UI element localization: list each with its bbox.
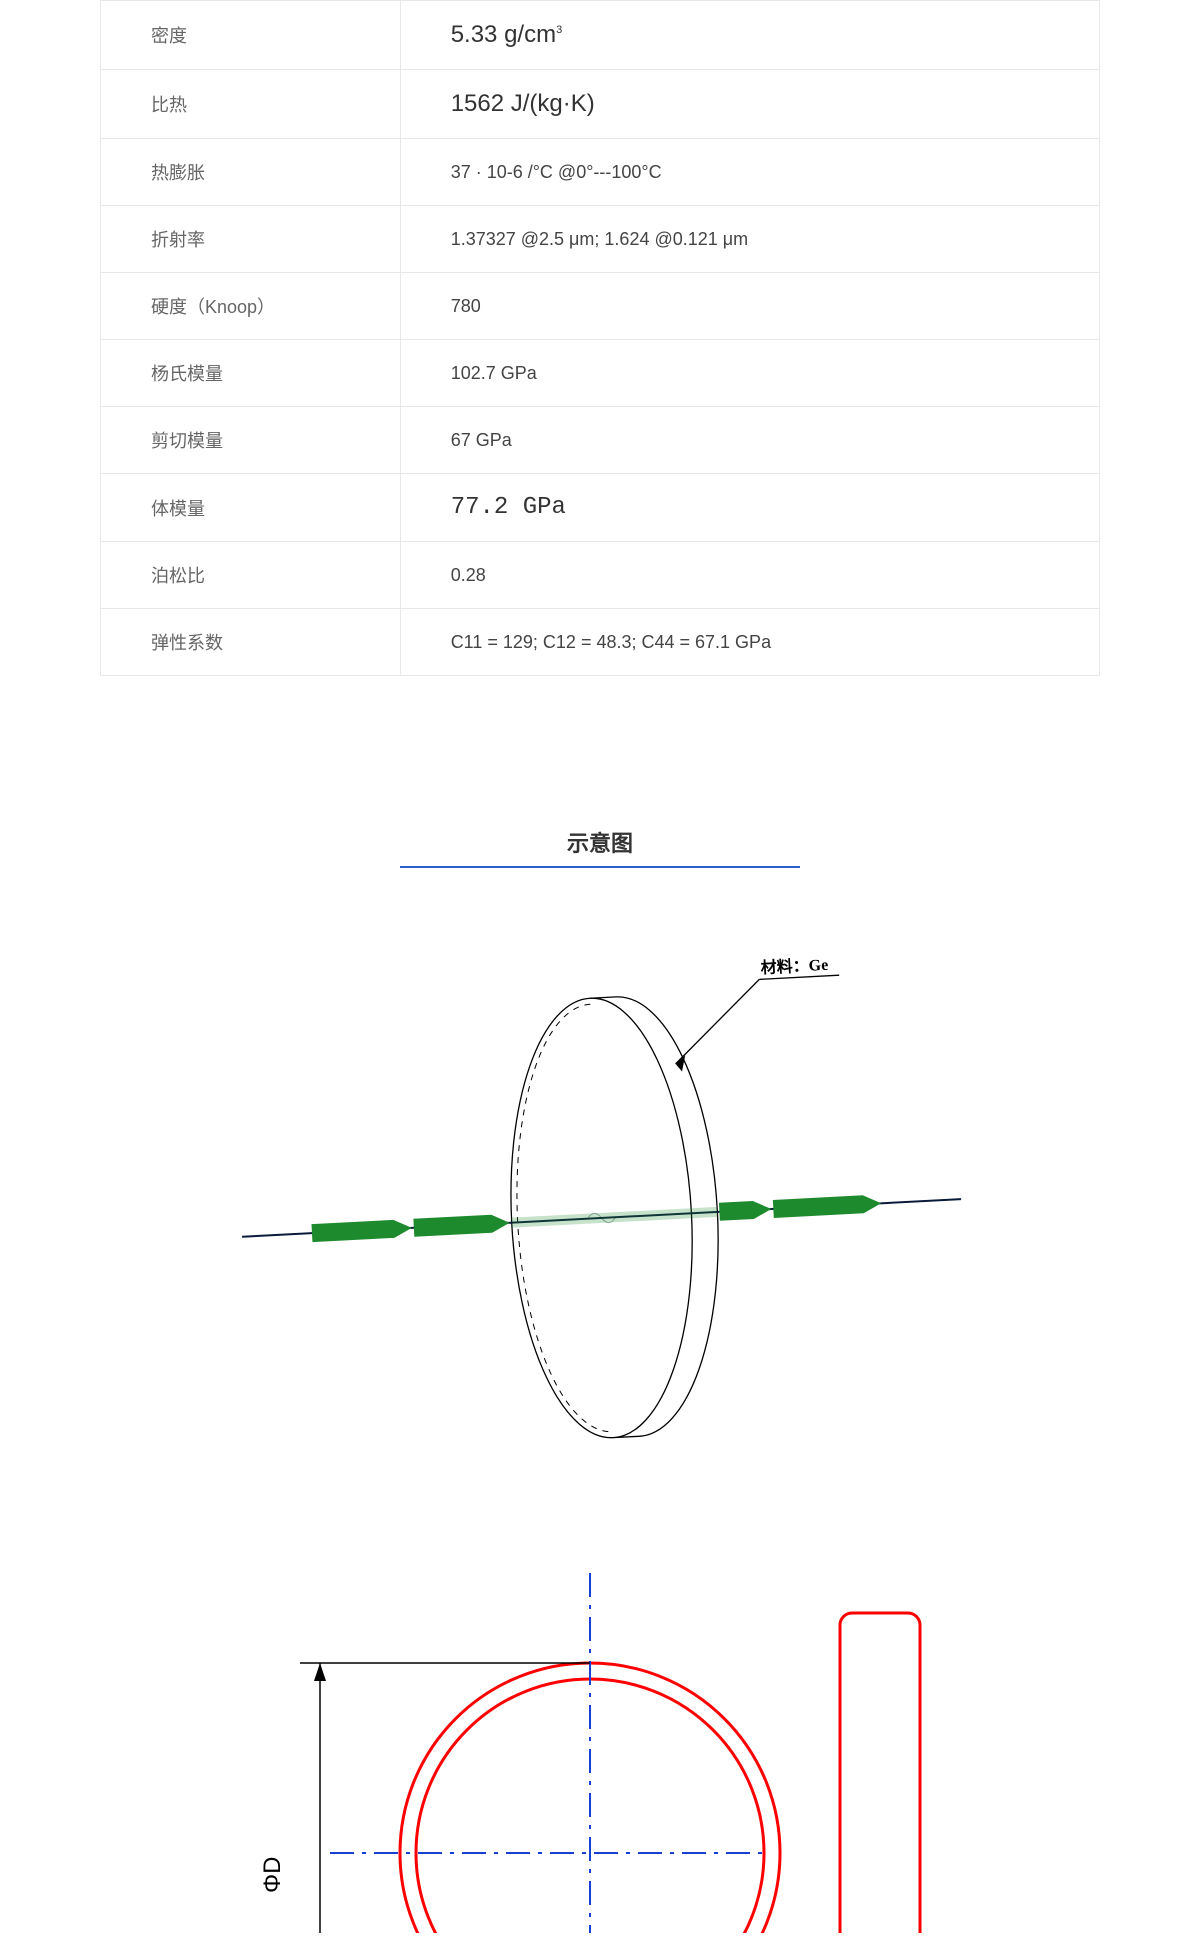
property-value: 780 bbox=[400, 273, 1099, 340]
property-label: 体模量 bbox=[101, 474, 401, 542]
table-row: 硬度（Knoop）780 bbox=[101, 273, 1100, 340]
property-value: 5.33 g/cm3 bbox=[400, 1, 1099, 70]
property-label: 泊松比 bbox=[101, 542, 401, 609]
property-label: 折射率 bbox=[101, 206, 401, 273]
table-row: 热膨胀37 · 10-6 /°C @0°---100°C bbox=[101, 139, 1100, 206]
properties-table: 密度5.33 g/cm3比热1562 J/(kg·K)热膨胀37 · 10-6 … bbox=[100, 0, 1100, 676]
property-label: 比热 bbox=[101, 70, 401, 139]
table-row: 剪切模量67 GPa bbox=[101, 407, 1100, 474]
property-value: C11 = 129; C12 = 48.3; C44 = 67.1 GPa bbox=[400, 609, 1099, 676]
table-row: 杨氏模量102.7 GPa bbox=[101, 340, 1100, 407]
property-value: 0.28 bbox=[400, 542, 1099, 609]
section-title: 示意图 bbox=[100, 826, 1100, 868]
lens-schematic-diagram: 材料：Ge bbox=[100, 928, 1100, 1453]
table-row: 泊松比0.28 bbox=[101, 542, 1100, 609]
property-value: 67 GPa bbox=[400, 407, 1099, 474]
property-label: 热膨胀 bbox=[101, 139, 401, 206]
table-row: 比热1562 J/(kg·K) bbox=[101, 70, 1100, 139]
property-label: 硬度（Knoop） bbox=[101, 273, 401, 340]
property-label: 杨氏模量 bbox=[101, 340, 401, 407]
table-row: 体模量77.2 GPa bbox=[101, 474, 1100, 542]
property-value: 77.2 GPa bbox=[400, 474, 1099, 542]
property-value: 1562 J/(kg·K) bbox=[400, 70, 1099, 139]
property-value: 102.7 GPa bbox=[400, 340, 1099, 407]
table-row: 折射率1.37327 @2.5 μm; 1.624 @0.121 μm bbox=[101, 206, 1100, 273]
plan-view-diagram: ΦD bbox=[100, 1573, 1100, 1938]
section-title-text: 示意图 bbox=[567, 826, 633, 866]
table-row: 密度5.33 g/cm3 bbox=[101, 1, 1100, 70]
svg-text:材料：Ge: 材料：Ge bbox=[760, 955, 828, 978]
table-row: 弹性系数C11 = 129; C12 = 48.3; C44 = 67.1 GP… bbox=[101, 609, 1100, 676]
property-label: 剪切模量 bbox=[101, 407, 401, 474]
svg-text:ΦD: ΦD bbox=[259, 1857, 286, 1893]
property-label: 密度 bbox=[101, 1, 401, 70]
property-value: 1.37327 @2.5 μm; 1.624 @0.121 μm bbox=[400, 206, 1099, 273]
section-title-underline bbox=[400, 866, 800, 868]
property-label: 弹性系数 bbox=[101, 609, 401, 676]
property-value: 37 · 10-6 /°C @0°---100°C bbox=[400, 139, 1099, 206]
